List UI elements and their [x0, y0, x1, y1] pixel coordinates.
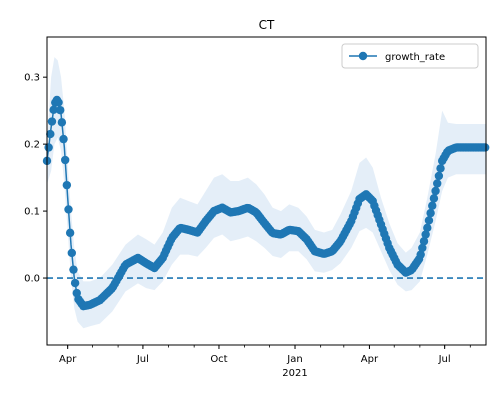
x-tick-label: Jan: [286, 354, 302, 365]
data-point: [67, 248, 77, 258]
x-tick-label: Jul: [136, 354, 149, 365]
data-point: [54, 98, 63, 107]
data-point: [70, 278, 80, 288]
series-layer: [42, 95, 490, 311]
data-point: [56, 105, 65, 115]
data-point: [424, 216, 434, 225]
y-tick-label: 0.3: [24, 73, 40, 84]
data-point: [64, 205, 73, 214]
y-tick-label: 0.1: [24, 207, 40, 218]
legend-marker-swatch: [358, 51, 368, 61]
data-point: [436, 164, 445, 173]
legend: growth_rate: [341, 43, 479, 69]
data-point: [57, 118, 67, 127]
x-tick-label: Apr: [361, 354, 379, 365]
y-tick-label: 0.0: [24, 274, 40, 285]
data-point: [429, 194, 439, 203]
data-point: [419, 237, 429, 246]
data-point: [416, 250, 425, 259]
legend-label: growth_rate: [385, 52, 445, 63]
data-point: [433, 179, 442, 188]
data-point: [480, 143, 490, 152]
data-point: [431, 186, 440, 196]
data-point: [47, 117, 57, 126]
data-point: [62, 180, 72, 190]
data-point: [418, 243, 427, 253]
data-point: [49, 105, 58, 115]
data-point: [423, 223, 432, 233]
data-point: [426, 208, 435, 218]
data-point: [65, 228, 75, 238]
x-tick-label: Apr: [59, 354, 77, 365]
x-tick-label: Oct: [210, 354, 227, 365]
data-point: [428, 201, 437, 210]
plot-frame: [46, 36, 487, 346]
data-point: [60, 155, 70, 165]
y-tick-label: 0.2: [24, 140, 40, 151]
x-tick-sublabel: 2021: [282, 368, 307, 379]
data-point: [421, 230, 430, 239]
data-point: [59, 134, 68, 144]
axes-layer: 0.0 0.1 0.2 0.3 Apr Jul Oct Jan 2021 Apr Jul: [24, 36, 487, 379]
x-tick-label: Jul: [438, 354, 451, 365]
data-point: [434, 171, 444, 181]
data-point: [69, 265, 78, 274]
chart-title: CT: [259, 18, 275, 32]
data-point: [46, 129, 55, 139]
legend-box: [341, 43, 479, 69]
